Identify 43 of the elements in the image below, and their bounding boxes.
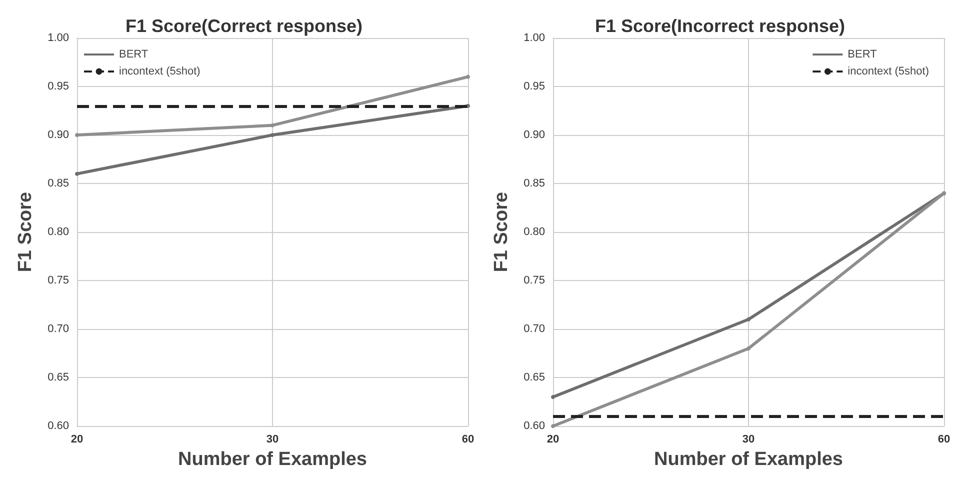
legend-label: incontext (5shot)	[119, 66, 200, 78]
y-axis-title: F1 Score	[15, 192, 36, 272]
chart-title: F1 Score(Correct response)	[125, 16, 363, 36]
legend-label: BERT	[119, 48, 148, 60]
point	[75, 172, 79, 176]
x-tick-label: 60	[462, 434, 474, 446]
y-tick-label: 0.70	[48, 323, 69, 336]
point	[466, 74, 470, 79]
legend-label: incontext (5shot)	[848, 66, 930, 78]
y-tick-label: 0.75	[48, 274, 69, 287]
x-axis-title: Number of Examples	[654, 449, 843, 470]
y-tick-label: 1.00	[524, 32, 545, 44]
y-tick-label: 0.75	[524, 274, 545, 287]
point	[746, 317, 750, 322]
point	[75, 133, 79, 138]
x-tick-label: 20	[70, 434, 84, 446]
y-tick-label: 0.80	[48, 226, 69, 238]
y-tick-label: 0.90	[524, 129, 545, 142]
point	[551, 394, 555, 399]
x-tick-label: 30	[266, 434, 279, 446]
x-tick-label: 20	[546, 434, 560, 446]
point	[551, 424, 555, 428]
y-tick-label: 0.95	[48, 80, 69, 93]
y-tick-label: 0.85	[48, 178, 69, 190]
point	[746, 346, 750, 350]
point	[270, 133, 274, 138]
y-axis-title: F1 Score	[491, 192, 512, 272]
point	[270, 123, 274, 128]
x-tick-label: 60	[938, 434, 950, 446]
y-tick-label: 1.00	[48, 32, 69, 44]
y-tick-label: 0.90	[48, 129, 69, 142]
y-tick-label: 0.80	[524, 226, 545, 238]
x-axis-title: Number of Examples	[178, 449, 367, 470]
y-tick-label: 0.60	[48, 420, 69, 432]
x-tick-label: 30	[742, 434, 755, 446]
chart-title: F1 Score(Incorrect response)	[594, 16, 846, 36]
y-tick-label: 0.95	[524, 80, 545, 93]
y-tick-label: 0.60	[524, 420, 545, 432]
y-tick-label: 0.70	[524, 323, 545, 336]
y-tick-label: 0.85	[524, 178, 545, 190]
y-tick-label: 0.65	[48, 372, 69, 384]
legend-label: BERT	[848, 48, 878, 60]
y-tick-label: 0.65	[524, 372, 545, 384]
